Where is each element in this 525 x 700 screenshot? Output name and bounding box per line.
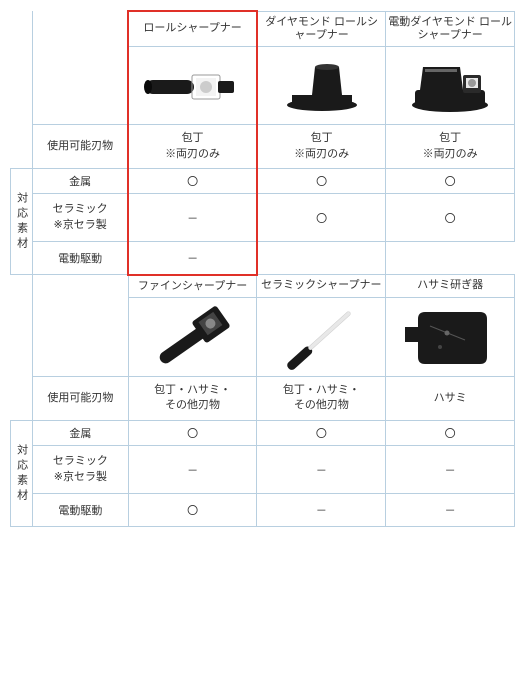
spacer bbox=[11, 275, 33, 298]
spacer bbox=[11, 46, 33, 124]
cell: 〇 bbox=[257, 169, 386, 194]
comparison-table: ロールシャープナー ダイヤモンド ロールシャープナー 電動ダイヤモンド ロールシ… bbox=[10, 10, 515, 527]
cell: 包丁 ※両刃のみ bbox=[257, 124, 386, 168]
cell: 包丁・ハサミ・ その他刃物 bbox=[257, 376, 386, 420]
spacer bbox=[11, 376, 33, 420]
row-label-metal: 金属 bbox=[33, 169, 129, 194]
row-label-ceramic: セラミック ※京セラ製 bbox=[33, 194, 129, 242]
product-header: セラミックシャープナー bbox=[257, 275, 386, 298]
cell: 〇 bbox=[128, 493, 257, 526]
row-label-electric: 電動駆動 bbox=[33, 493, 129, 526]
product-image bbox=[386, 297, 515, 376]
product-image bbox=[257, 46, 386, 124]
spacer bbox=[33, 11, 129, 46]
row-label-ceramic: セラミック ※京セラ製 bbox=[33, 446, 129, 494]
cell: 〇 bbox=[386, 169, 515, 194]
cell: 〇 bbox=[386, 194, 515, 242]
cell bbox=[257, 242, 386, 275]
product-header: ハサミ研ぎ器 bbox=[386, 275, 515, 298]
product-header: 電動ダイヤモンド ロールシャープナー bbox=[386, 11, 515, 46]
row-label-electric: 電動駆動 bbox=[33, 242, 129, 275]
product-image bbox=[128, 297, 257, 376]
product-header: ダイヤモンド ロールシャープナー bbox=[257, 11, 386, 46]
product-image bbox=[257, 297, 386, 376]
product-header: ファインシャープナー bbox=[128, 275, 257, 298]
product-image bbox=[386, 46, 515, 124]
cell: 包丁 ※両刃のみ bbox=[386, 124, 515, 168]
cell: － bbox=[257, 493, 386, 526]
spacer bbox=[11, 11, 33, 46]
cell: ハサミ bbox=[386, 376, 515, 420]
cell: 〇 bbox=[386, 421, 515, 446]
spacer bbox=[11, 124, 33, 168]
cell: － bbox=[128, 242, 257, 275]
row-label-usable: 使用可能刃物 bbox=[33, 376, 129, 420]
cell: 〇 bbox=[128, 421, 257, 446]
cell: 包丁 ※両刃のみ bbox=[128, 124, 257, 168]
cell: － bbox=[386, 493, 515, 526]
row-label-metal: 金属 bbox=[33, 421, 129, 446]
material-group-label: 対応素材 bbox=[11, 421, 33, 527]
cell bbox=[386, 242, 515, 275]
spacer bbox=[11, 297, 33, 376]
cell: － bbox=[128, 446, 257, 494]
cell: 〇 bbox=[128, 169, 257, 194]
cell: 〇 bbox=[257, 421, 386, 446]
cell: － bbox=[257, 446, 386, 494]
spacer bbox=[33, 275, 129, 298]
product-image bbox=[128, 46, 257, 124]
material-group-label: 対応素材 bbox=[11, 169, 33, 275]
cell: 〇 bbox=[257, 194, 386, 242]
cell: － bbox=[128, 194, 257, 242]
spacer bbox=[33, 46, 129, 124]
row-label-usable: 使用可能刃物 bbox=[33, 124, 129, 168]
product-header: ロールシャープナー bbox=[128, 11, 257, 46]
cell: － bbox=[386, 446, 515, 494]
cell: 包丁・ハサミ・ その他刃物 bbox=[128, 376, 257, 420]
spacer bbox=[33, 297, 129, 376]
